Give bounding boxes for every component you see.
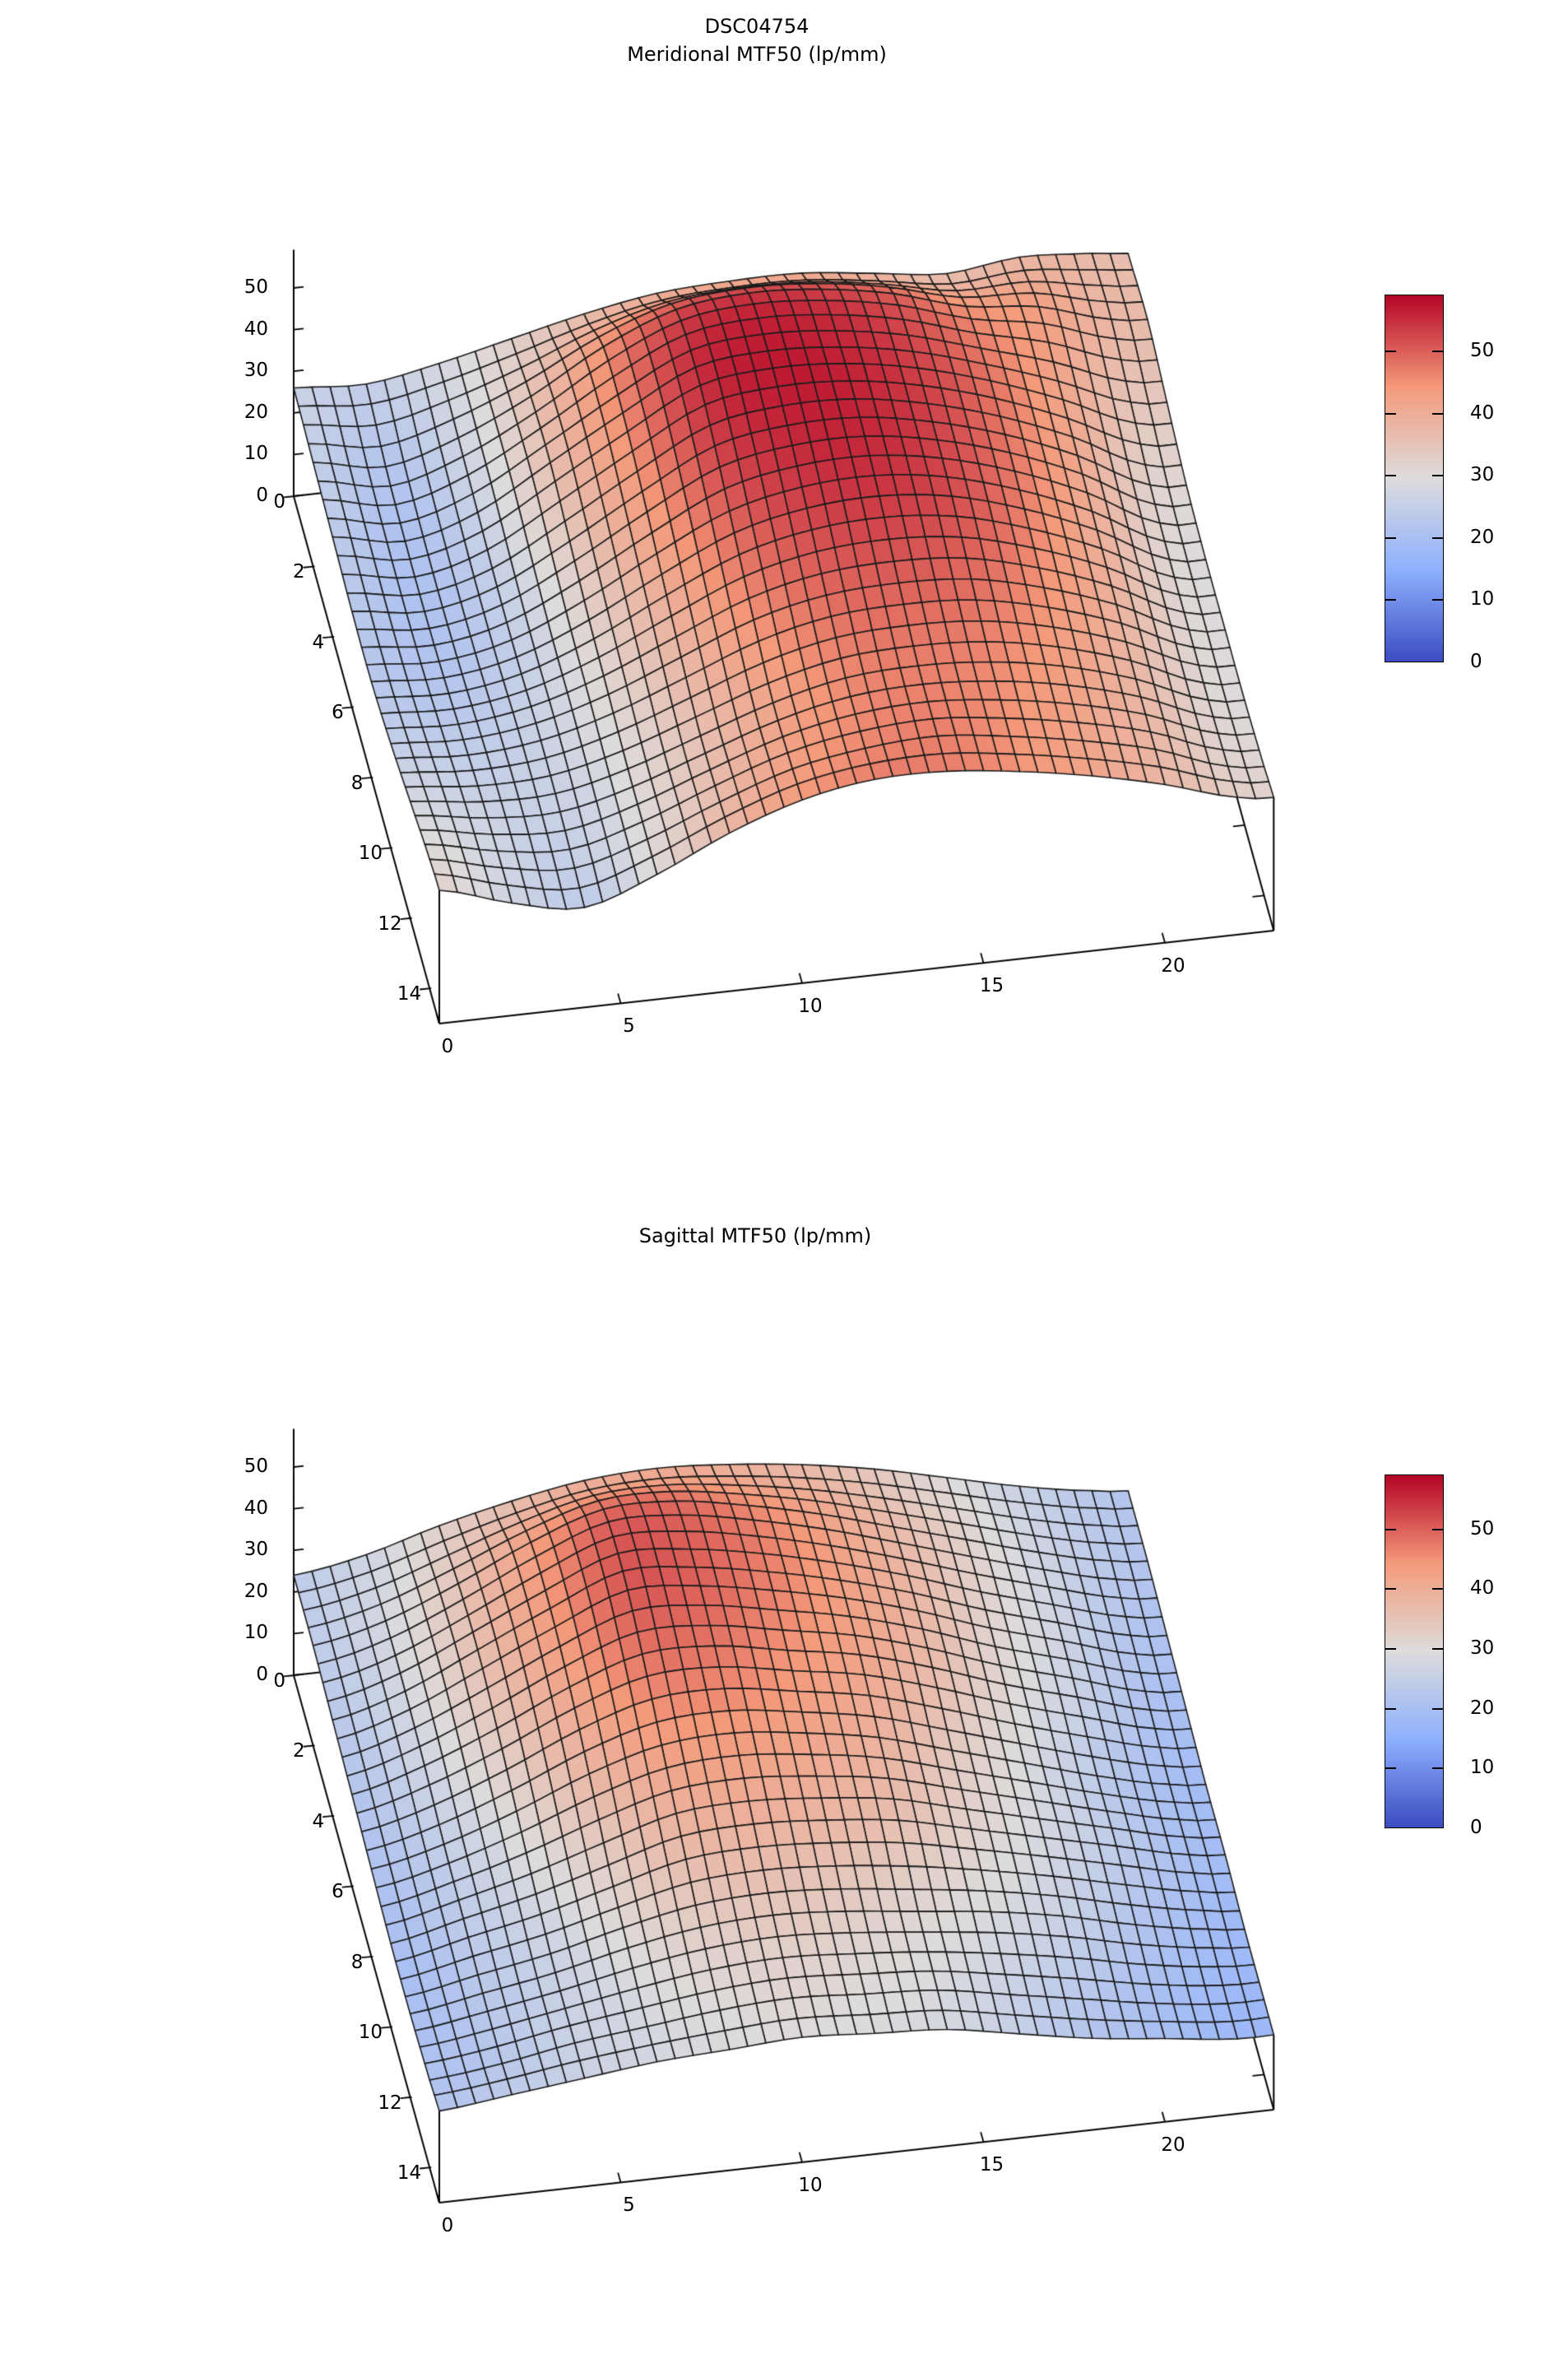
colorbar-tick: [1432, 599, 1443, 601]
colorbar-tick-label: 10: [1470, 588, 1495, 611]
z-tick-label: 40: [244, 318, 268, 340]
colorbar-tick: [1385, 351, 1396, 353]
x-tick-label: 10: [798, 995, 823, 1017]
z-tick-label: 30: [244, 1539, 268, 1561]
y-tick-label: 2: [292, 1740, 305, 1762]
z-tick-label: 10: [244, 1622, 268, 1644]
y-tick-label: 0: [273, 1670, 285, 1692]
y-tick-label: 4: [312, 631, 325, 653]
x-tick-label: 15: [979, 975, 1004, 997]
y-tick-label: 2: [292, 561, 305, 583]
colorbar-tick: [1385, 599, 1396, 601]
colorbar-tick-label: 0: [1470, 651, 1482, 672]
x-tick-label: 0: [441, 2214, 454, 2236]
colorbar-tick: [1432, 1767, 1443, 1770]
x-tick-label: 15: [979, 2154, 1004, 2176]
colorbar-tick: [1385, 475, 1396, 477]
colorbar-meridional: [1385, 295, 1444, 662]
y-tick-label: 8: [350, 1951, 364, 1973]
colorbar-tick-label: 30: [1470, 464, 1495, 486]
colorbar-tick-label: 20: [1470, 526, 1495, 548]
colorbar-tick: [1432, 536, 1443, 539]
colorbar-tick-label: 0: [1470, 1817, 1482, 1838]
y-tick-label: 8: [350, 772, 364, 794]
colorbar-tick: [1432, 1707, 1443, 1710]
y-tick-label: 12: [378, 2092, 402, 2114]
chart2-title-line1: Sagittal MTF50 (lp/mm): [638, 1224, 872, 1247]
y-tick-label: 14: [397, 983, 422, 1005]
x-tick-label: 5: [623, 2194, 635, 2217]
colorbar-tick: [1385, 1528, 1396, 1530]
z-tick-label: 0: [256, 1664, 268, 1685]
y-tick-label: 6: [332, 702, 344, 724]
chart1-title-line2: Meridional MTF50 (lp/mm): [627, 43, 887, 66]
colorbar-tick-label: 40: [1470, 402, 1495, 424]
colorbar-tick: [1432, 351, 1443, 353]
y-tick-label: 10: [358, 2022, 383, 2044]
colorbar-tick-label: 40: [1470, 1577, 1495, 1600]
colorbar-tick: [1385, 1648, 1396, 1651]
chart1-title-line1: DSC04754: [704, 15, 810, 38]
z-tick-label: 20: [244, 1580, 268, 1602]
x-tick-label: 5: [623, 1015, 635, 1038]
y-tick-label: 6: [332, 1881, 344, 1903]
colorbar-sagittal: [1385, 1474, 1444, 1828]
colorbar-tick: [1432, 412, 1443, 415]
y-tick-label: 0: [273, 491, 285, 513]
x-tick-label: 20: [1161, 2134, 1185, 2156]
z-tick-label: 40: [244, 1497, 268, 1519]
z-tick-label: 50: [244, 276, 268, 298]
z-tick-label: 50: [244, 1456, 268, 1477]
colorbar-tick-label: 50: [1470, 1517, 1495, 1539]
x-tick-label: 0: [441, 1035, 454, 1057]
y-tick-label: 14: [397, 2162, 422, 2185]
colorbar-tick: [1385, 1767, 1396, 1770]
colorbar-tick: [1432, 1588, 1443, 1590]
colorbar-tick: [1432, 1528, 1443, 1530]
colorbar-tick-label: 20: [1470, 1697, 1495, 1719]
colorbar-tick: [1385, 536, 1396, 539]
z-tick-label: 30: [244, 360, 268, 382]
z-tick-label: 0: [256, 485, 268, 506]
colorbar-tick: [1385, 412, 1396, 415]
colorbar-tick: [1432, 1648, 1443, 1651]
colorbar-tick-label: 10: [1470, 1757, 1495, 1779]
colorbar-tick: [1385, 1707, 1396, 1710]
y-tick-label: 12: [378, 912, 402, 935]
colorbar-tick-label: 50: [1470, 340, 1495, 362]
y-tick-label: 10: [358, 843, 383, 865]
x-tick-label: 20: [1161, 954, 1185, 977]
y-tick-label: 4: [312, 1810, 325, 1832]
colorbar-tick: [1385, 1588, 1396, 1590]
colorbar-tick: [1432, 475, 1443, 477]
z-tick-label: 20: [244, 401, 268, 423]
colorbar-tick-label: 30: [1470, 1637, 1495, 1660]
x-tick-label: 10: [798, 2174, 823, 2196]
z-tick-label: 10: [244, 443, 268, 465]
